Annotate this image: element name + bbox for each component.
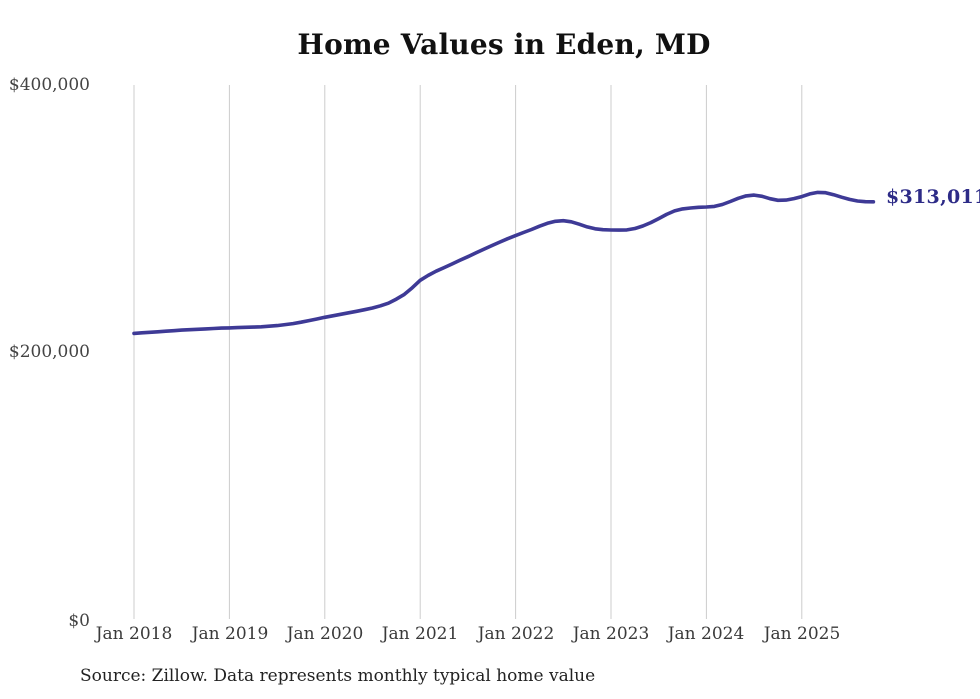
chart-title: Home Values in Eden, MD [297,28,711,61]
x-tick-label-2022: Jan 2022 [477,624,555,644]
latest-value-label: $313,011 [886,186,980,208]
x-tick-label-2023: Jan 2023 [572,624,650,644]
x-tick-label-2019: Jan 2019 [191,624,269,644]
y-tick-label-0: $0 [68,611,90,631]
x-tick-label-2018: Jan 2018 [95,624,173,644]
x-tick-label-2021: Jan 2021 [381,624,459,644]
x-tick-label-2020: Jan 2020 [286,624,364,644]
home-value-line [132,190,876,336]
x-tick-label-2024: Jan 2024 [667,624,745,644]
y-tick-label-400k: $400,000 [8,75,90,95]
y-tick-label-200k: $200,000 [8,342,90,362]
source-note: Source: Zillow. Data represents monthly … [80,666,596,686]
x-tick-label-2025: Jan 2025 [763,624,841,644]
vertical-gridlines [133,85,803,619]
